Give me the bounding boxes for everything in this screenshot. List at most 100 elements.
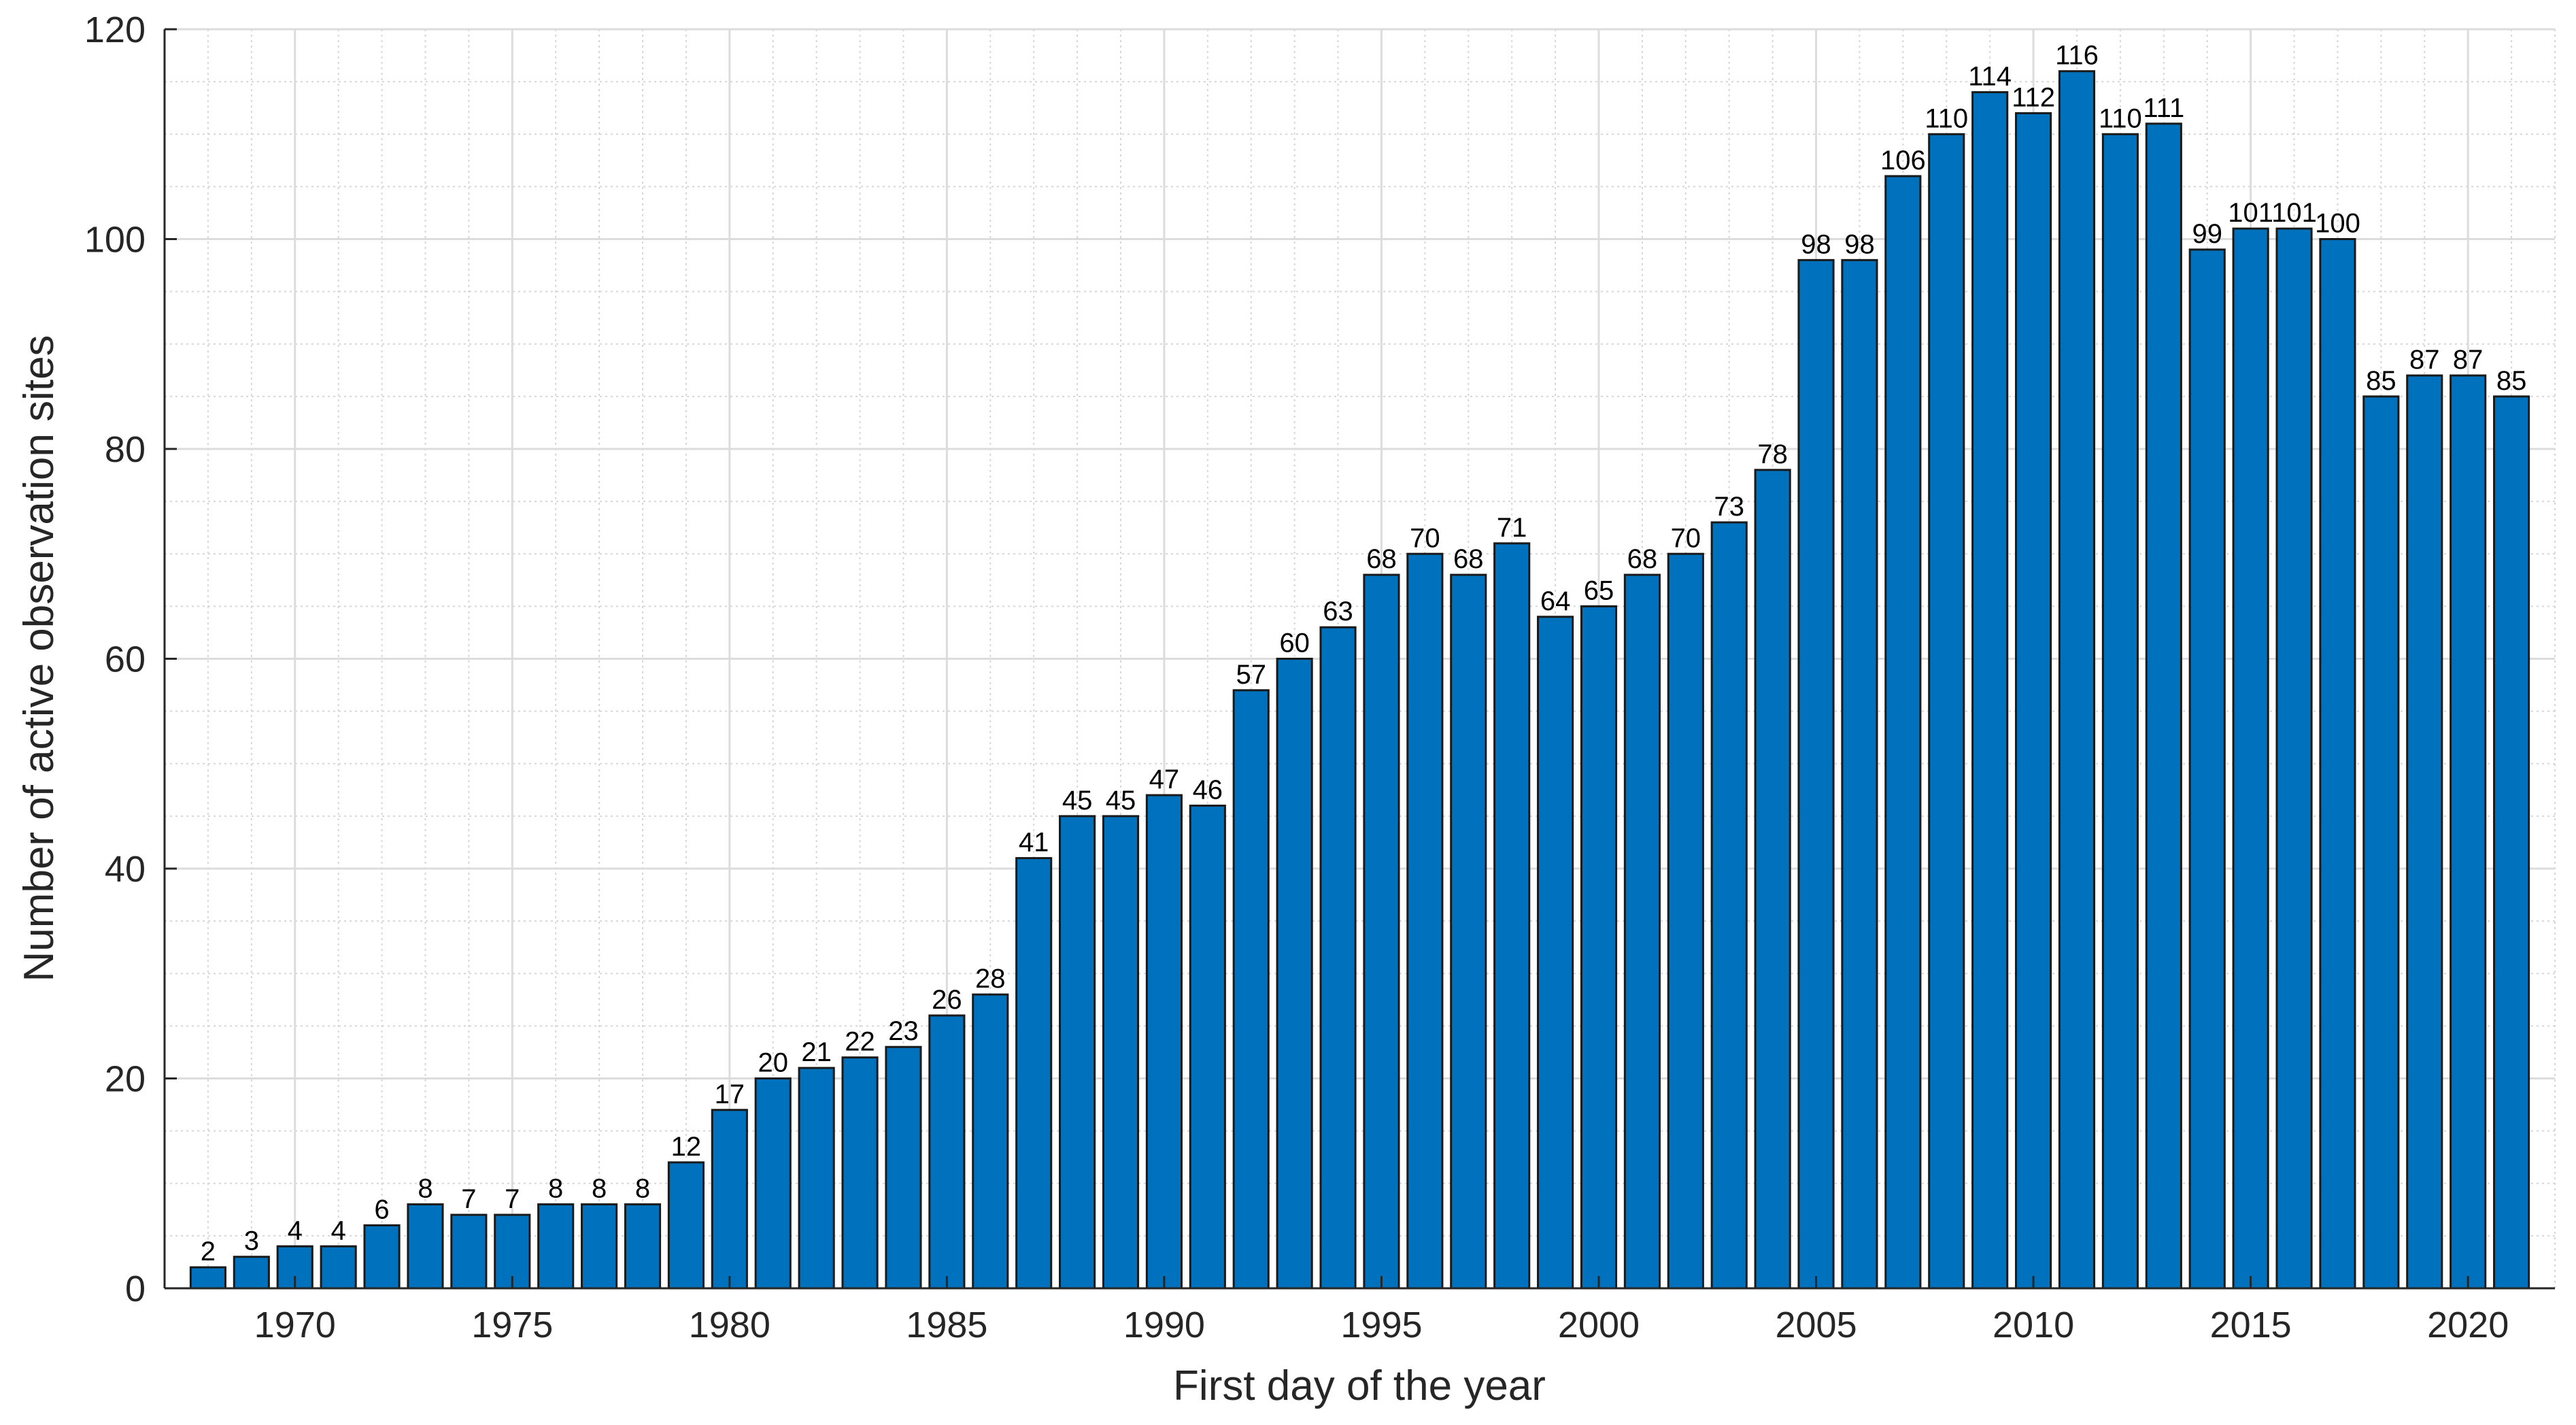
- data-label-1977: 8: [592, 1174, 607, 1204]
- bar-2014: [2188, 248, 2226, 1290]
- data-label-2010: 112: [2012, 82, 2055, 112]
- bar-2016: [2275, 227, 2313, 1290]
- data-label-1974: 7: [461, 1184, 476, 1214]
- bar-1996: [1406, 552, 1444, 1290]
- bar-1977: [581, 1203, 618, 1290]
- data-label-1999: 64: [1540, 586, 1571, 616]
- bar-1976: [537, 1203, 575, 1290]
- data-label-1996: 70: [1410, 523, 1440, 553]
- bar-2011: [2058, 70, 2096, 1290]
- data-label-1988: 45: [1062, 786, 1093, 816]
- bar-2020: [2450, 374, 2487, 1290]
- data-label-2018: 85: [2366, 366, 2396, 396]
- bar-1991: [1189, 804, 1226, 1290]
- data-label-1985: 26: [932, 985, 962, 1015]
- data-label-2014: 99: [2192, 219, 2222, 249]
- bar-2018: [2362, 395, 2400, 1290]
- data-label-1983: 22: [845, 1027, 875, 1057]
- data-label-2003: 73: [1714, 492, 1744, 522]
- data-label-2004: 78: [1757, 439, 1788, 469]
- data-label-2000: 65: [1584, 575, 1614, 605]
- data-label-1975: 7: [505, 1184, 520, 1214]
- x-axis-label: First day of the year: [1173, 1362, 1546, 1409]
- data-label-1993: 60: [1279, 628, 1310, 658]
- data-label-1978: 8: [635, 1174, 650, 1204]
- bar-1990: [1145, 794, 1183, 1290]
- bar-1974: [450, 1213, 488, 1290]
- data-label-2020: 87: [2453, 345, 2484, 375]
- y-tick-label: 40: [105, 849, 146, 890]
- data-label-2008: 110: [1925, 103, 1968, 133]
- bar-1987: [1015, 857, 1053, 1290]
- data-label-1984: 23: [888, 1016, 919, 1046]
- bar-1969: [233, 1256, 270, 1290]
- bar-1986: [972, 993, 1009, 1290]
- data-label-1968: 2: [201, 1237, 216, 1267]
- data-label-1980: 17: [715, 1079, 745, 1109]
- data-label-2015: 101: [2228, 198, 2273, 228]
- x-tick-label: 1985: [906, 1305, 987, 1345]
- y-tick-label: 0: [125, 1269, 146, 1309]
- bar-1983: [841, 1056, 879, 1290]
- bar-2003: [1710, 521, 1748, 1290]
- x-tick-label: 2015: [2210, 1305, 2292, 1345]
- x-tick-label: 1990: [1123, 1305, 1205, 1345]
- bar-2013: [2145, 122, 2182, 1290]
- data-label-2021: 85: [2496, 366, 2527, 396]
- data-label-1997: 68: [1453, 544, 1484, 574]
- bar-1968: [189, 1266, 226, 1290]
- bar-1995: [1363, 573, 1400, 1290]
- bar-1994: [1319, 626, 1357, 1290]
- data-label-1973: 8: [418, 1174, 433, 1204]
- data-label-1979: 12: [671, 1132, 702, 1162]
- data-label-1998: 71: [1497, 513, 1527, 543]
- data-label-2002: 70: [1671, 523, 1701, 553]
- bar-2005: [1797, 258, 1835, 1290]
- x-tick-label: 2005: [1775, 1305, 1857, 1345]
- y-tick-label: 20: [105, 1059, 146, 1100]
- bar-1971: [320, 1245, 357, 1290]
- data-label-2019: 87: [2409, 345, 2440, 375]
- x-tick-label: 1975: [471, 1305, 553, 1345]
- bar-2007: [1884, 175, 1922, 1290]
- data-label-1991: 46: [1193, 775, 1223, 805]
- bars: [189, 70, 2530, 1290]
- x-tick-label: 1995: [1340, 1305, 1422, 1345]
- data-label-1969: 3: [244, 1226, 259, 1256]
- data-label-1971: 4: [331, 1216, 346, 1245]
- bar-2002: [1667, 552, 1704, 1290]
- y-tick-label: 80: [105, 429, 146, 470]
- data-label-2005: 98: [1801, 229, 1831, 259]
- bar-1979: [667, 1161, 705, 1290]
- x-tick-label: 2000: [1558, 1305, 1640, 1345]
- data-label-1987: 41: [1019, 828, 1049, 858]
- bar-1999: [1537, 616, 1574, 1290]
- data-label-1982: 21: [801, 1037, 832, 1067]
- bar-1980: [711, 1109, 748, 1290]
- data-label-2013: 111: [2143, 93, 2184, 123]
- data-label-2007: 106: [1880, 146, 1926, 175]
- bar-2001: [1623, 573, 1661, 1290]
- bar-2004: [1754, 469, 1791, 1290]
- data-label-1990: 47: [1149, 765, 1180, 794]
- y-tick-label: 100: [84, 220, 146, 261]
- data-label-1986: 28: [975, 964, 1006, 994]
- y-tick-label: 120: [84, 10, 146, 50]
- bar-2006: [1841, 258, 1878, 1290]
- bar-2009: [1971, 91, 2009, 1290]
- bar-1984: [885, 1045, 922, 1290]
- data-label-2001: 68: [1627, 544, 1658, 574]
- x-tick-label: 1980: [689, 1305, 770, 1345]
- bar-1993: [1276, 658, 1313, 1290]
- x-tick-label: 2020: [2427, 1305, 2509, 1345]
- data-label-1994: 63: [1323, 597, 1353, 626]
- bar-1978: [624, 1203, 662, 1290]
- data-label-1970: 4: [288, 1216, 303, 1245]
- bar-1981: [754, 1077, 792, 1290]
- data-label-2006: 98: [1844, 229, 1875, 259]
- bar-1972: [363, 1224, 401, 1290]
- data-label-2017: 100: [2315, 209, 2360, 239]
- bar-2017: [2319, 238, 2356, 1290]
- bar-2000: [1580, 605, 1618, 1290]
